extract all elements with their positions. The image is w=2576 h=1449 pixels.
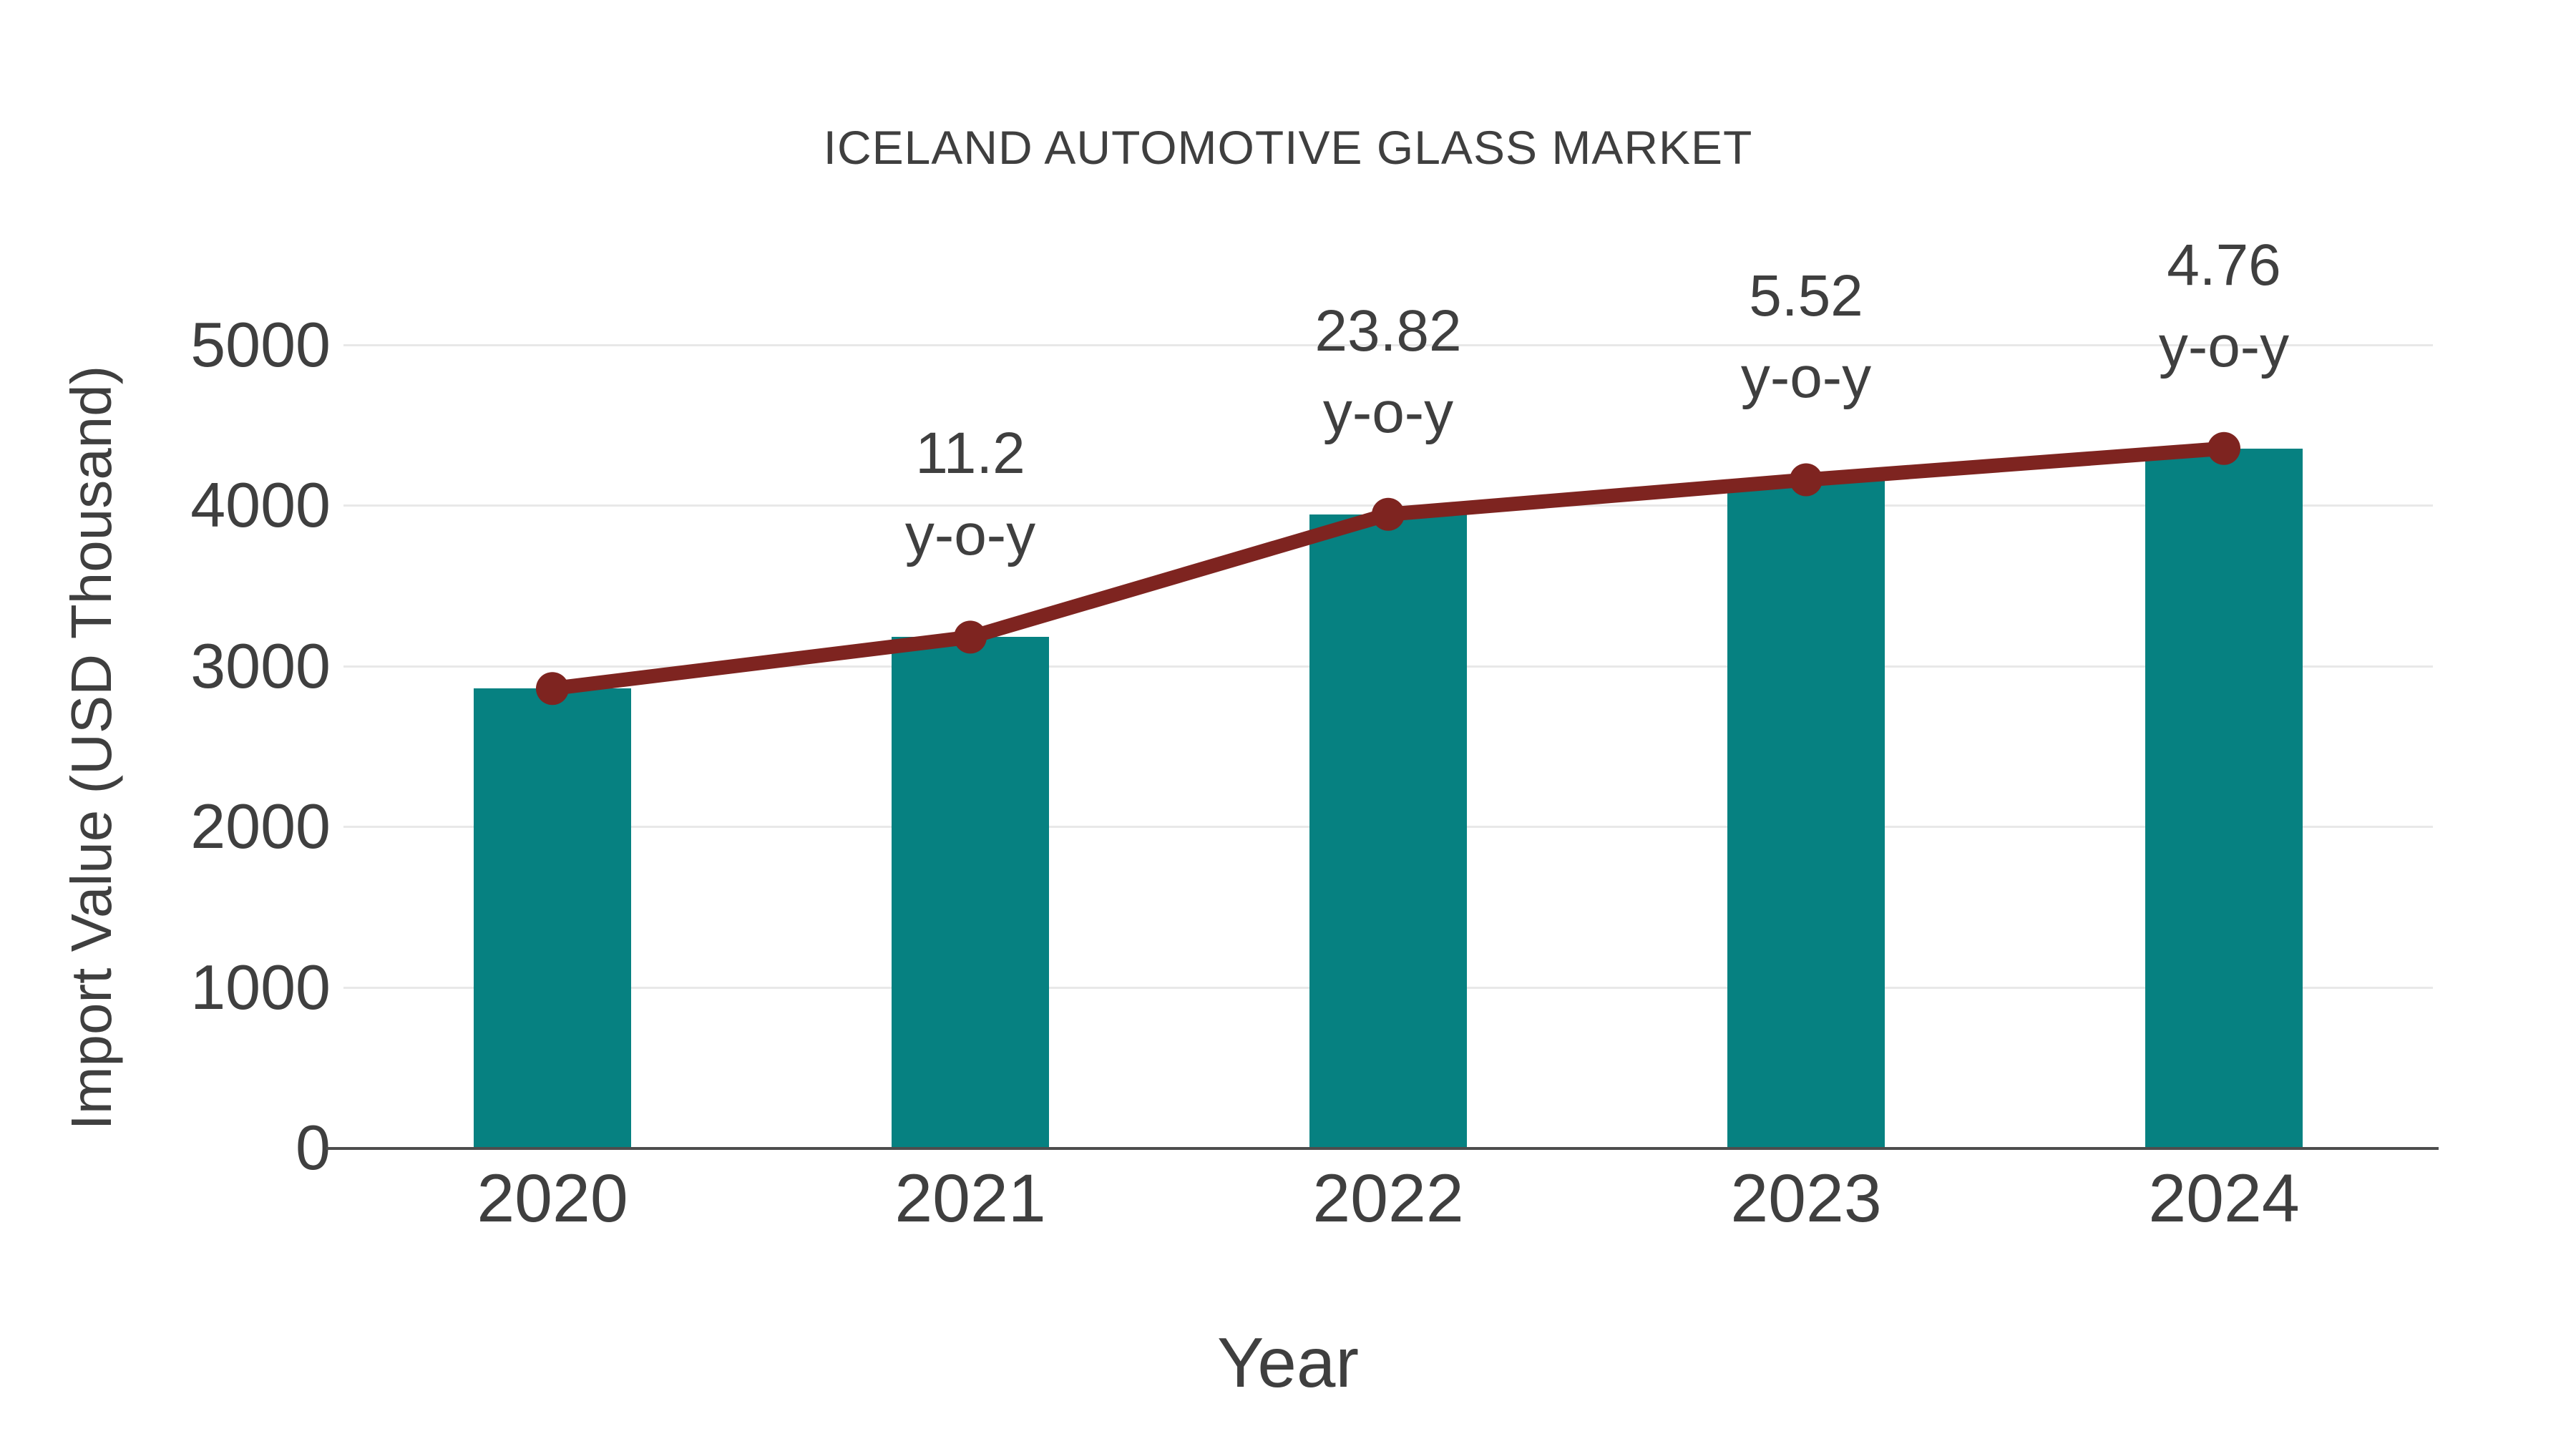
y-tick-label: 5000 [190, 309, 331, 380]
y-tick-label: 0 [296, 1112, 331, 1183]
x-tick-label-2024: 2024 [2148, 1161, 2300, 1236]
y-tick-label: 4000 [190, 469, 331, 541]
yoy-suffix: y-o-y [1322, 379, 1454, 445]
x-tick-label-2022: 2022 [1312, 1161, 1464, 1236]
x-axis-line [326, 1147, 2439, 1150]
x-axis-title: Year [1216, 1323, 1359, 1402]
bar-2021 [892, 637, 1049, 1148]
yoy-value: 4.76 [2167, 232, 2281, 298]
y-tick-label: 1000 [190, 951, 331, 1023]
y-tick-label: 2000 [190, 791, 331, 862]
chart-title: ICELAND AUTOMOTIVE GLASS MARKET [823, 121, 1753, 174]
yoy-label-2023: 5.52 y-o-y [1741, 255, 1871, 419]
yoy-value: 11.2 [915, 421, 1025, 487]
yoy-label-2021: 11.2 y-o-y [905, 413, 1035, 576]
gridline [343, 344, 2433, 346]
yoy-value: 5.52 [1749, 263, 1863, 329]
yoy-suffix: y-o-y [904, 502, 1036, 568]
yoy-value: 23.82 [1314, 298, 1462, 364]
bar-2020 [474, 688, 631, 1148]
bar-2022 [1309, 514, 1467, 1148]
bar-2023 [1727, 479, 1885, 1148]
yoy-suffix: y-o-y [2158, 313, 2290, 379]
yoy-label-2022: 23.82 y-o-y [1314, 291, 1461, 454]
x-tick-label-2023: 2023 [1730, 1161, 1882, 1236]
y-tick-label: 3000 [190, 630, 331, 701]
yoy-label-2024: 4.76 y-o-y [2159, 225, 2289, 388]
gridline [343, 504, 2433, 507]
x-tick-label-2021: 2021 [894, 1161, 1046, 1236]
yoy-suffix: y-o-y [1740, 345, 1872, 411]
bar-2024 [2145, 448, 2303, 1148]
x-tick-label-2020: 2020 [477, 1161, 628, 1236]
